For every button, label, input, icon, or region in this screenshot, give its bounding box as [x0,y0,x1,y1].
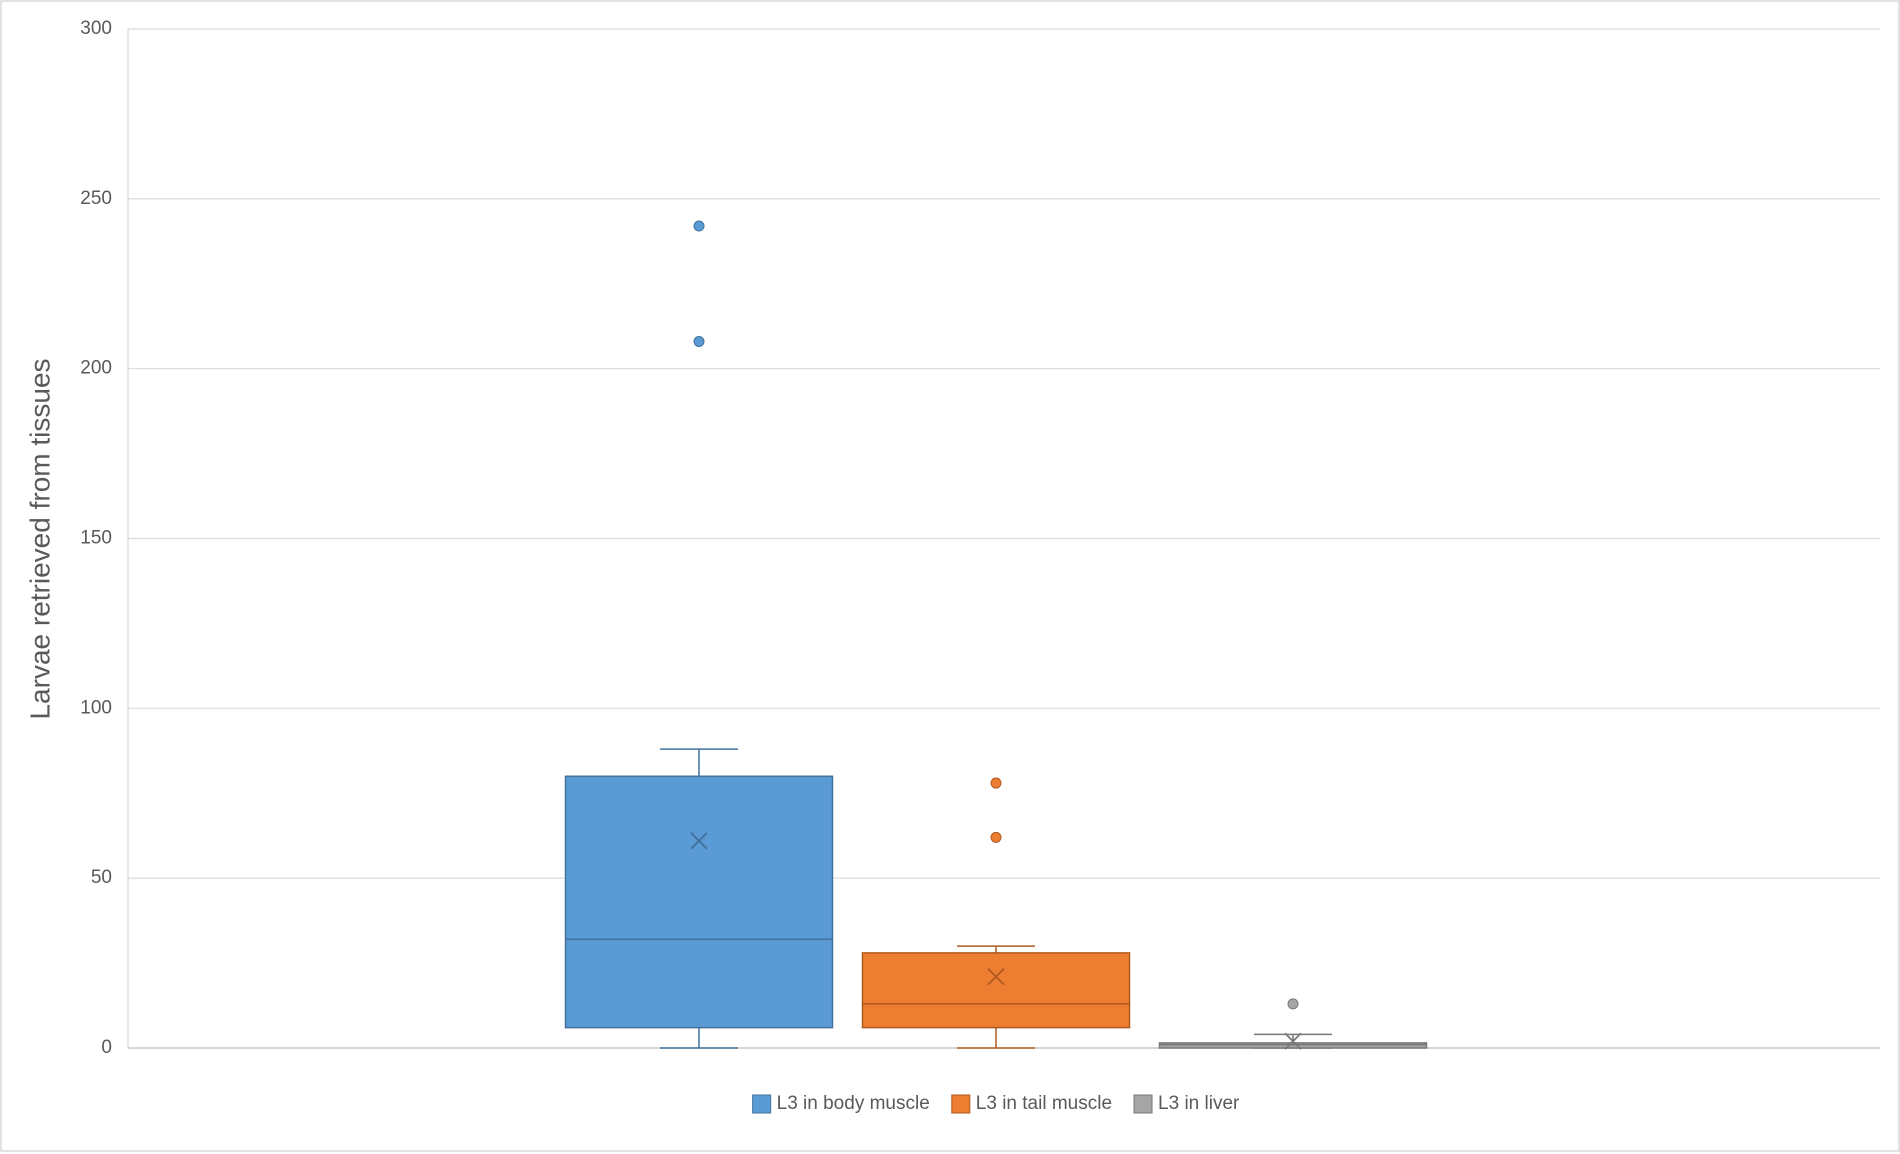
outlier [693,220,705,232]
y-tick-label: 0 [101,1037,112,1058]
outlier [1287,998,1299,1010]
mean-marker [1284,1032,1302,1050]
legend-swatch [1133,1094,1153,1114]
y-tick-label: 250 [80,188,112,209]
mean-marker [690,832,708,850]
legend-label: L3 in body muscle [777,1093,930,1114]
y-axis-title: Larvae retrieved from tissues [24,358,55,719]
legend-swatch [752,1094,772,1114]
outlier [693,335,705,347]
legend-label: L3 in tail muscle [976,1093,1112,1114]
y-tick-label: 150 [80,528,112,549]
outlier [990,777,1002,789]
legend-label: L3 in liver [1158,1093,1240,1114]
box [1158,1042,1428,1049]
y-tick-label: 100 [80,697,112,718]
legend-swatch [951,1094,971,1114]
box [564,775,834,1029]
y-tick-label: 200 [80,358,112,379]
outlier [990,831,1002,843]
y-tick-label: 50 [91,867,112,888]
mean-marker [987,968,1005,986]
y-tick-label: 300 [80,18,112,39]
box [861,952,1131,1029]
